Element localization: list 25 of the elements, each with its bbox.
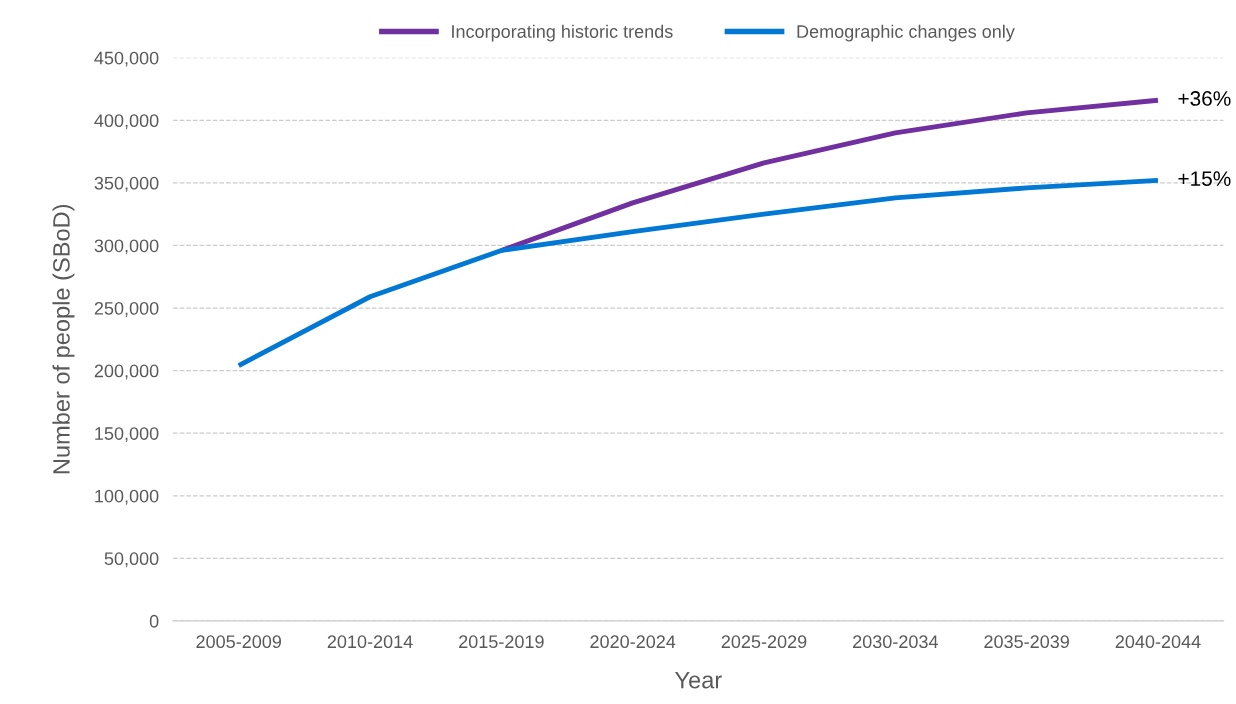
y-tick-label: 0	[149, 614, 159, 628]
y-tick-label: 200,000	[94, 364, 159, 380]
x-tick-label: 2025-2029	[721, 635, 807, 649]
x-tick-label: 2015-2019	[459, 635, 544, 649]
y-tick-label: 150,000	[95, 427, 159, 443]
x-tick-label: 2030-2034	[853, 635, 938, 649]
y-tick-label: 100,000	[95, 489, 159, 505]
x-tick-label: 2040-2044	[1115, 635, 1201, 649]
line-series	[236, 177, 1161, 369]
y-tick-label: 450,000	[94, 51, 159, 67]
x-axis-title: Year	[675, 671, 722, 689]
y-tick-label: 400,000	[94, 114, 159, 130]
x-tick-label: 2035-2039	[984, 635, 1069, 649]
legend-label: Incorporating historic trends	[452, 24, 673, 42]
x-tick-label: 2005-2009	[196, 635, 282, 649]
annotation: +15%	[1178, 171, 1231, 186]
x-tick-label: 2020-2024	[590, 635, 676, 649]
annotation: +36%	[1178, 91, 1231, 106]
y-tick-label: 250,000	[94, 301, 159, 317]
y-axis-title: Number of people (SBoD)	[52, 204, 75, 474]
y-tick-label: 300,000	[94, 239, 159, 255]
legend-label: Demographic changes only	[797, 24, 1015, 42]
x-tick-label: 2010-2014	[327, 635, 413, 649]
y-tick-label: 350,000	[94, 176, 159, 192]
y-tick-label: 50,000	[104, 552, 159, 568]
